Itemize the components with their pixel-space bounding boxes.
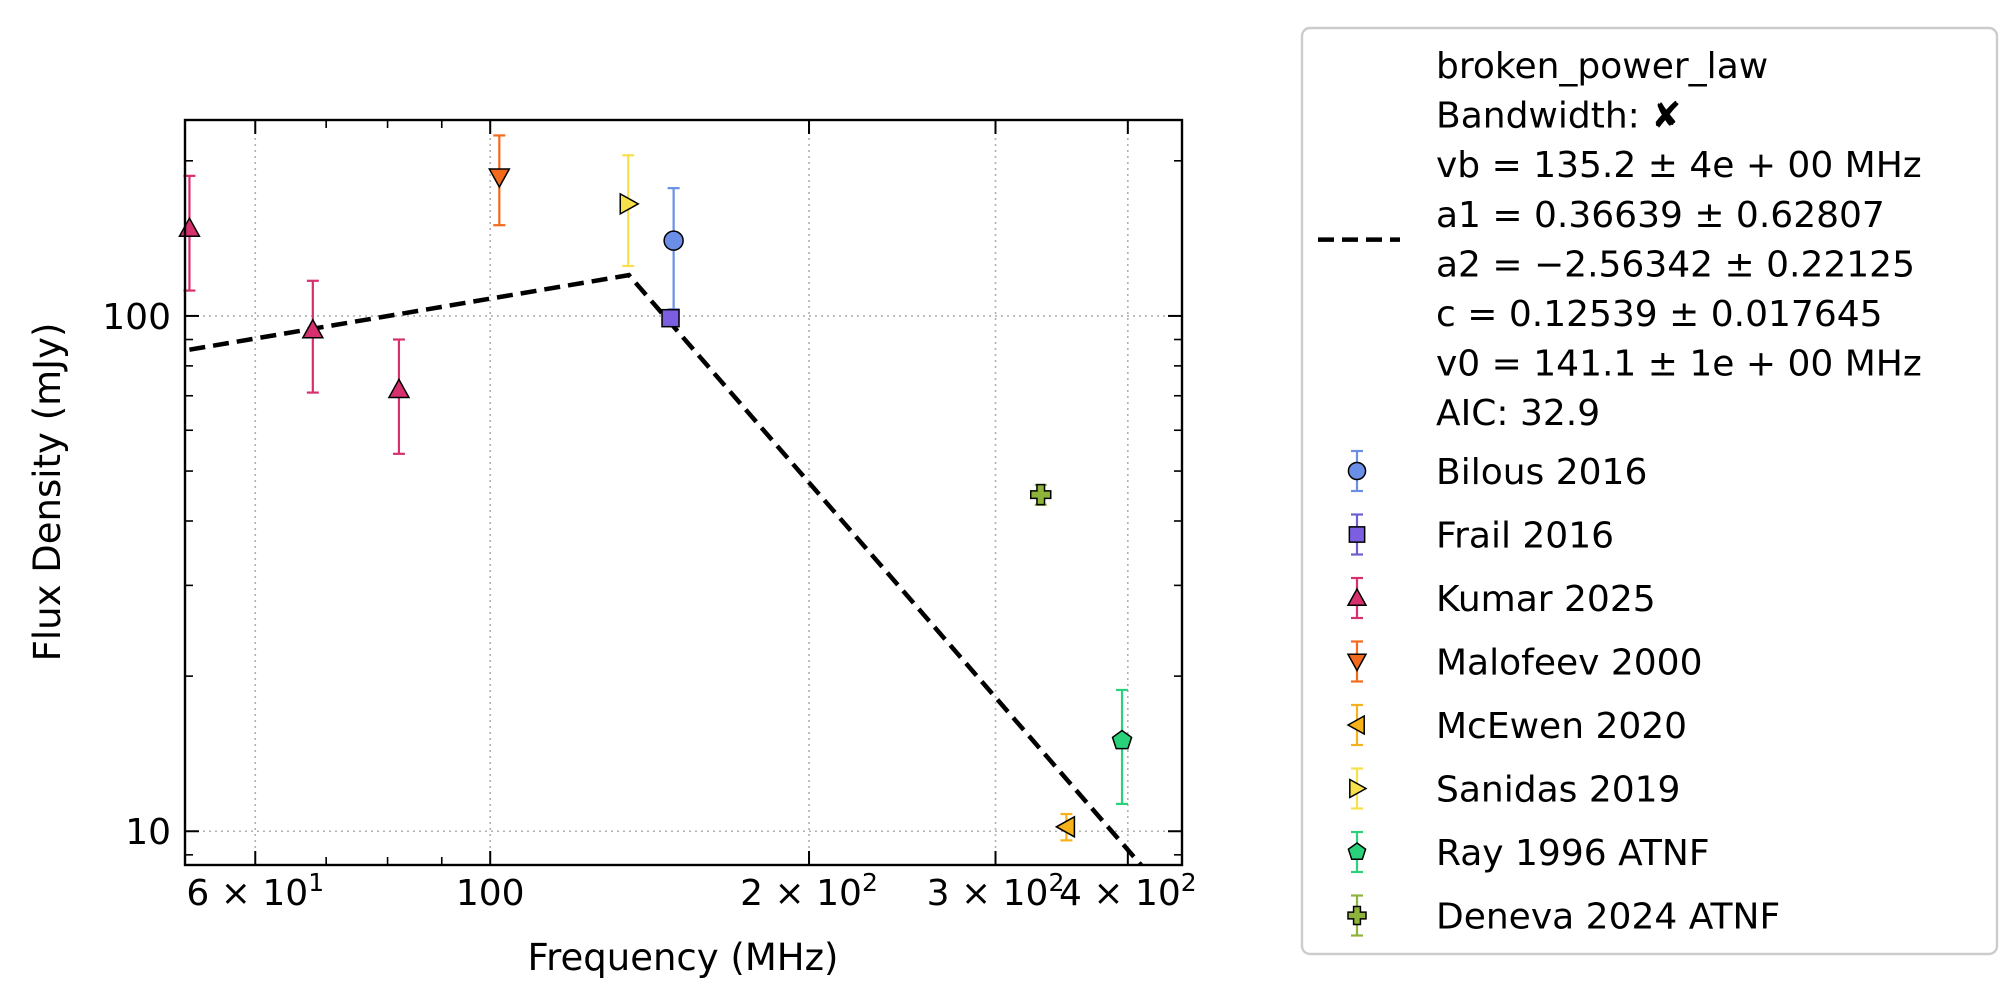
- legend-marker: [1346, 653, 1368, 673]
- legend-marker: [1348, 526, 1366, 543]
- x-tick-label: 2 × 102: [740, 868, 878, 914]
- legend-fit-line: vb = 135.2 ± 4e + 00 MHz: [1436, 145, 1922, 186]
- x-tick-label: 6 × 101: [186, 868, 324, 914]
- legend-marker: [1346, 587, 1368, 606]
- legend-series-label: Sanidas 2019: [1436, 770, 1680, 811]
- legend-series-label: McEwen 2020: [1436, 706, 1687, 747]
- x-tick-label: 4 × 102: [1059, 868, 1197, 914]
- data-point: [661, 308, 680, 328]
- data-point: [1029, 483, 1052, 506]
- legend-fit-line: a1 = 0.36639 ± 0.62807: [1436, 195, 1885, 236]
- legend-series-label: Ray 1996 ATNF: [1436, 833, 1710, 874]
- y-tick-label: 10: [125, 812, 171, 853]
- data-points: [178, 134, 1133, 842]
- legend-fit-line: c = 0.12539 ± 0.017645: [1436, 294, 1883, 335]
- legend-fit-line: a2 = −2.56342 ± 0.22125: [1436, 244, 1915, 285]
- x-tick-exponent: 1: [308, 868, 324, 897]
- legend-fit-line: broken_power_law: [1436, 46, 1768, 87]
- legend-series-label: Kumar 2025: [1436, 579, 1656, 620]
- legend: broken_power_law Bandwidth: ✘ vb = 135.2 ±…: [1300, 26, 1999, 956]
- legend-marker: [1346, 714, 1365, 736]
- x-tick-label: 100: [456, 873, 525, 914]
- legend-frame: [1300, 26, 1999, 956]
- legend-series-label: Bilous 2016: [1436, 452, 1647, 493]
- legend-marker: [1347, 905, 1367, 926]
- y-tick-label: 100: [102, 297, 171, 338]
- legend-items: broken_power_law Bandwidth: ✘ vb = 135.2 ±…: [1318, 46, 1922, 938]
- legend-marker: [1347, 461, 1367, 481]
- legend-fit-line: Bandwidth: ✘: [1436, 96, 1681, 137]
- data-point: [488, 168, 511, 189]
- x-tick-label: 3 × 102: [927, 868, 1065, 914]
- data-point: [387, 377, 411, 399]
- grid-lines: [185, 120, 1182, 865]
- legend-series-label: Deneva 2024 ATNF: [1436, 897, 1780, 938]
- data-point: [1054, 815, 1076, 839]
- legend-fit-line: v0 = 141.1 ± 1e + 00 MHz: [1436, 344, 1922, 385]
- x-tick-exponent: 2: [1048, 868, 1064, 897]
- plot-frame: [183, 118, 1184, 867]
- fit-line: [189, 272, 1144, 865]
- data-point: [663, 230, 684, 251]
- legend-fit-line: AIC: 32.9: [1436, 393, 1600, 434]
- y-axis-label: Flux Density (mJy): [26, 323, 69, 662]
- data-point: [178, 216, 201, 237]
- legend-series-label: Frail 2016: [1436, 516, 1614, 557]
- x-tick-exponent: 2: [862, 868, 878, 897]
- fit-line-group: [189, 272, 1144, 865]
- data-point: [619, 192, 640, 216]
- x-axis-label: Frequency (MHz): [528, 936, 839, 979]
- legend-marker: [1349, 778, 1368, 799]
- legend-marker: [1347, 842, 1367, 861]
- x-tick-exponent: 2: [1181, 868, 1197, 897]
- axis-ticks: [185, 120, 1182, 865]
- data-point: [1111, 729, 1133, 750]
- legend-series-label: Malofeev 2000: [1436, 643, 1702, 684]
- data-point: [301, 318, 325, 339]
